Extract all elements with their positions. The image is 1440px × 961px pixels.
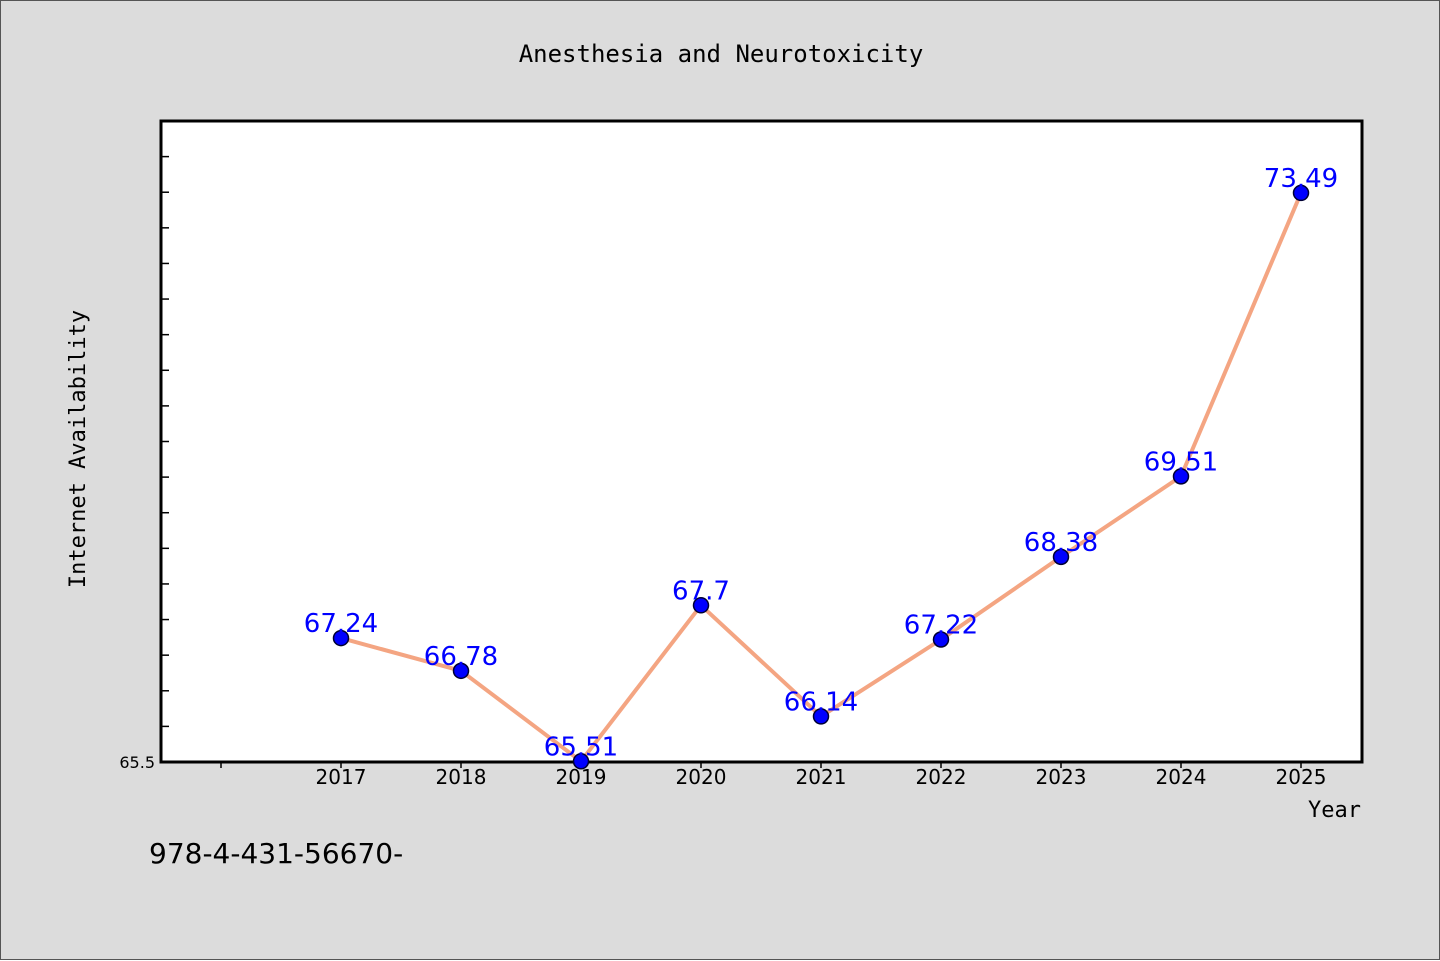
x-tick-label: 2024 bbox=[1156, 765, 1207, 789]
data-label: 69.51 bbox=[1144, 447, 1218, 477]
data-point bbox=[572, 753, 590, 770]
data-label: 66.78 bbox=[424, 642, 498, 672]
data-point bbox=[452, 662, 470, 680]
data-label: 67.22 bbox=[904, 610, 978, 640]
data-point bbox=[812, 708, 830, 725]
data-label: 66.14 bbox=[784, 687, 858, 717]
footer-code: 978-4-431-56670- bbox=[149, 837, 403, 870]
y-tick-label: 65.5 bbox=[119, 753, 155, 772]
y-axis-ticks bbox=[161, 155, 169, 728]
data-labels: 67.24 66.78 65.51 67.7 66.14 67.22 68.38 69.51 7… bbox=[304, 164, 1338, 762]
x-axis-tick-labels: 2017 2018 2019 2020 2021 2022 2023 2024 2025 bbox=[316, 765, 1327, 789]
data-label: 65.51 bbox=[544, 732, 618, 762]
data-label: 67.7 bbox=[672, 576, 730, 606]
data-point bbox=[1052, 548, 1070, 566]
data-label: 68.38 bbox=[1024, 528, 1098, 558]
x-tick-label: 2021 bbox=[796, 765, 847, 789]
data-label: 73.49 bbox=[1264, 164, 1338, 194]
y-axis-label: Internet Availability bbox=[66, 310, 91, 588]
x-axis-label: Year bbox=[1308, 798, 1361, 823]
data-point bbox=[692, 597, 710, 614]
x-tick-label: 2023 bbox=[1036, 765, 1087, 789]
data-label: 67.24 bbox=[304, 609, 378, 639]
data-point bbox=[1292, 184, 1310, 202]
x-tick-label: 2020 bbox=[676, 765, 727, 789]
x-tick-label: 2017 bbox=[316, 765, 367, 789]
x-tick-label: 2022 bbox=[916, 765, 967, 789]
y-axis-tick-labels: 65.5 bbox=[119, 753, 155, 772]
data-point bbox=[1172, 468, 1190, 485]
data-point bbox=[932, 631, 950, 648]
chart-title: Anesthesia and Neurotoxicity bbox=[519, 40, 924, 68]
data-point bbox=[332, 629, 350, 647]
x-tick-label: 2018 bbox=[436, 765, 487, 789]
x-tick-label: 2025 bbox=[1276, 765, 1327, 789]
plot-area bbox=[159, 119, 1364, 764]
series-markers bbox=[332, 184, 1310, 770]
